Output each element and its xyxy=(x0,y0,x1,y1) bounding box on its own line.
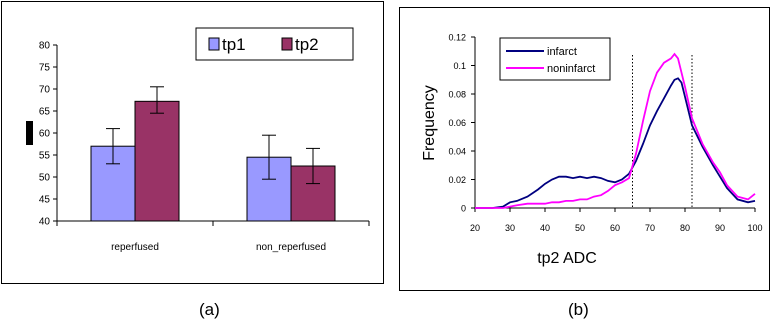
x-tick-label: 30 xyxy=(505,223,515,233)
legend-box xyxy=(195,27,354,61)
x-tick-label: 40 xyxy=(540,223,550,233)
x-tick-label: reperfused xyxy=(111,242,159,253)
y-tick-label: 50 xyxy=(39,173,51,184)
x-tick-label: 90 xyxy=(715,223,725,233)
x-tick-label: 20 xyxy=(470,223,480,233)
legend-box xyxy=(499,37,611,81)
x-tick-label: 60 xyxy=(610,223,620,233)
y-tick-label: 0.1 xyxy=(453,61,466,71)
y-tick-label: 60 xyxy=(39,129,51,140)
y-axis-label-marker xyxy=(26,121,33,145)
bar-chart-svg: 40 45 50 55 60 65 70 75 80 reperfused non_reperfus… xyxy=(26,27,370,253)
y-tick-label: 0.04 xyxy=(448,147,466,157)
chart-panel-a: 40 45 50 55 60 65 70 75 80 reperfused non_reperfus… xyxy=(1,1,384,284)
y-tick-label: 70 xyxy=(39,85,51,96)
y-axis-title: Frequency xyxy=(421,85,438,161)
legend-swatch-tp2 xyxy=(281,37,293,51)
y-tick-label: 40 xyxy=(39,217,51,228)
y-tick-label: 55 xyxy=(39,151,51,162)
y-tick-label: 80 xyxy=(39,41,51,52)
x-axis-title: tp2 ADC xyxy=(537,250,597,267)
chart-panel-b: 0 0.02 0.04 0.06 0.08 0.1 0.12 20 30 40 50 60 70 80 90… xyxy=(399,7,770,291)
legend-label-tp1: tp1 xyxy=(222,35,246,54)
x-tick-label: non_reperfused xyxy=(256,242,326,253)
y-tick-label: 0.02 xyxy=(448,175,466,185)
x-tick-label: 50 xyxy=(575,223,585,233)
y-tick-label: 45 xyxy=(39,195,51,206)
series-line-noninfarct xyxy=(475,52,756,209)
line-chart-svg: 0 0.02 0.04 0.06 0.08 0.1 0.12 20 30 40 50 60 70 80 90… xyxy=(421,33,763,268)
x-tick-label: 100 xyxy=(747,223,762,233)
x-tick-label: 80 xyxy=(680,223,690,233)
x-tick-label: 70 xyxy=(645,223,655,233)
y-tick-label: 0.06 xyxy=(448,118,466,128)
y-tick-label: 0.08 xyxy=(448,90,466,100)
y-tick-label: 65 xyxy=(39,107,51,118)
legend-label-noninfarct: noninfarct xyxy=(547,63,595,75)
series-line-infarct xyxy=(475,77,756,209)
caption-b: (b) xyxy=(568,300,589,319)
legend-swatch-tp1 xyxy=(208,37,220,51)
legend-label-infarct: infarct xyxy=(547,46,577,58)
y-tick-label: 0.12 xyxy=(448,33,466,43)
legend-label-tp2: tp2 xyxy=(295,35,319,54)
y-tick-label: 0 xyxy=(461,204,466,214)
bar-tp2 xyxy=(134,100,180,222)
caption-a: (a) xyxy=(199,300,220,319)
y-tick-label: 75 xyxy=(39,63,51,74)
